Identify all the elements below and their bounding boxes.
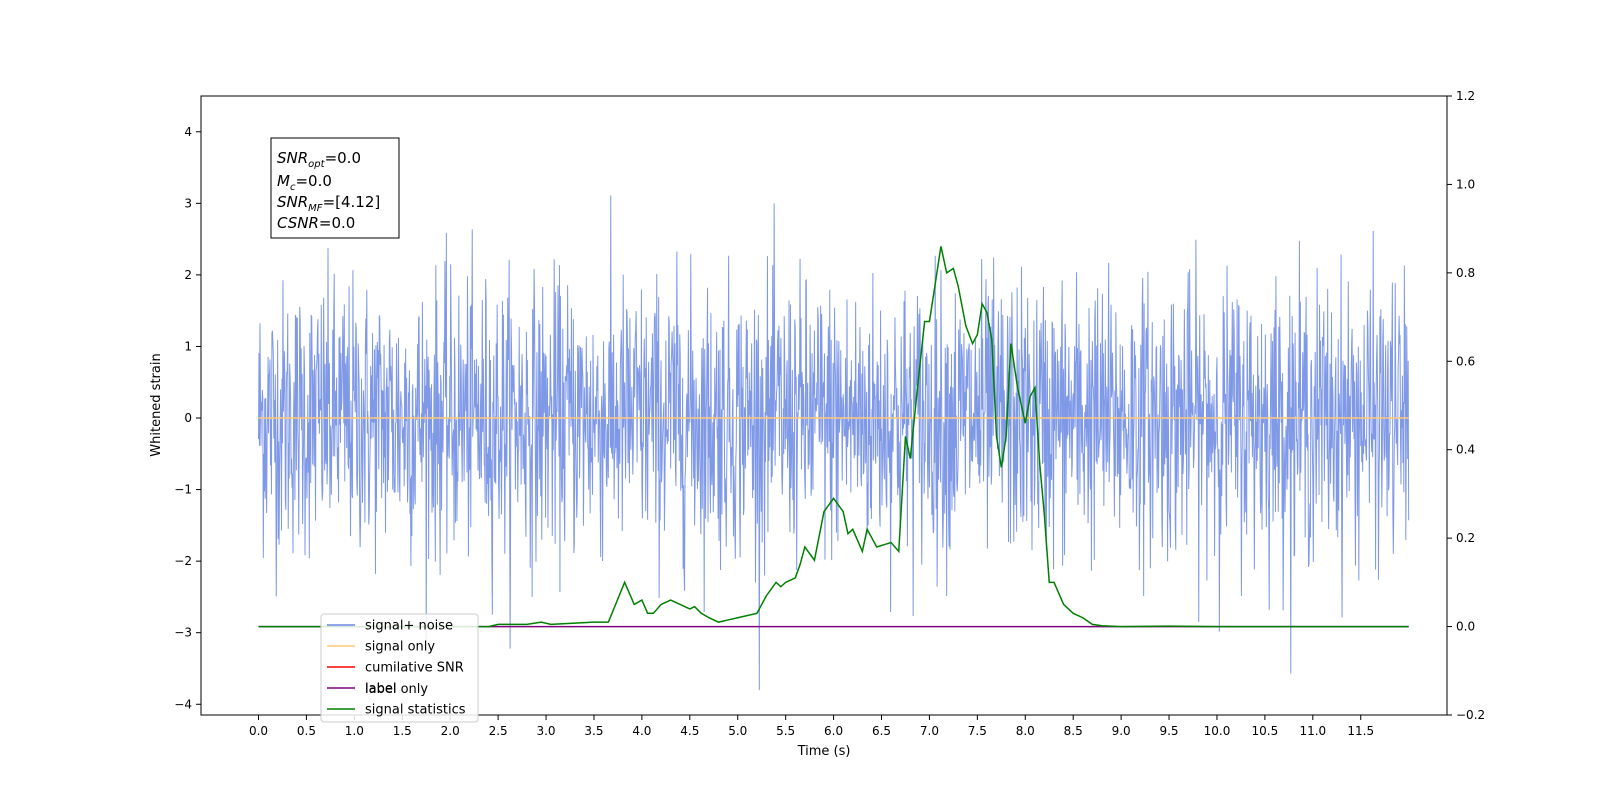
annotation-csnr: CSNR=0.0: [277, 214, 355, 232]
x-tick-label: 0.5: [297, 724, 316, 738]
y-tick-label: −3: [174, 626, 192, 640]
y-tick-label: 3: [184, 196, 192, 210]
y-axis-label: Whitened strain: [149, 353, 164, 456]
x-tick-label: 0.0: [249, 724, 268, 738]
annotation-snr-opt: SNRopt=0.0: [277, 149, 361, 170]
x-tick-label: 8.5: [1064, 724, 1083, 738]
x-tick-label: 3.0: [536, 724, 555, 738]
y-tick-label: −2: [174, 554, 192, 568]
y2-tick-label: 0.2: [1456, 531, 1475, 545]
y2-tick-label: 1.2: [1456, 89, 1475, 103]
x-tick-label: 3.5: [584, 724, 603, 738]
x-tick-label: 7.5: [968, 724, 987, 738]
series-signal-statistics-line: [258, 246, 1409, 628]
x-tick-label: 10.5: [1252, 724, 1279, 738]
annotation-snr-mf: SNRMF=[4.12]: [277, 193, 380, 214]
y-tick-label: 0: [184, 411, 192, 425]
x-tick-label: 1.0: [345, 724, 364, 738]
x-axis-label: Time (s): [797, 744, 851, 759]
legend-label: signal only: [365, 640, 435, 655]
x-tick-label: 5.5: [776, 724, 795, 738]
y2-tick-label: 0.4: [1456, 443, 1475, 457]
x-tick-label: 5.0: [728, 724, 747, 738]
x-tick-label: 10.0: [1204, 724, 1231, 738]
x-axis-ticks: 0.0 0.5 1.0 1.5 2.0 2.5 3.0 3.5 4.0 4.5 5.0 5.5 6.0 6…: [249, 715, 1374, 738]
y-tick-label: −1: [174, 483, 192, 497]
x-tick-label: 11.0: [1299, 724, 1326, 738]
x-tick-label: 2.5: [489, 724, 508, 738]
x-tick-label: 7.0: [920, 724, 939, 738]
x-tick-label: 8.0: [1016, 724, 1035, 738]
y-tick-label: 4: [184, 125, 192, 139]
x-tick-label: 4.0: [632, 724, 651, 738]
legend-label: label: [365, 682, 396, 697]
y2-tick-label: 0.8: [1456, 266, 1475, 280]
y-tick-label: −4: [174, 697, 192, 711]
legend-hidden-text: label only: [365, 682, 428, 697]
y2-tick-label: 0.0: [1456, 620, 1475, 634]
y-tick-label: 2: [184, 268, 192, 282]
x-tick-label: 2.0: [441, 724, 460, 738]
x-tick-label: 6.0: [824, 724, 843, 738]
x-tick-label: 6.5: [872, 724, 891, 738]
x-tick-label: 11.5: [1347, 724, 1374, 738]
legend-frame: [320, 613, 479, 723]
annotation-mc: Mc=0.0: [277, 172, 332, 193]
y2-tick-label: 1.0: [1456, 177, 1475, 191]
legend: label only signal+ noise signal only cumil…: [320, 613, 479, 723]
legend-label: signal+ noise: [365, 619, 453, 634]
annotation-box: SNRopt=0.0 Mc=0.0 SNRMF=[4.12] CSNR=0.0: [270, 137, 400, 239]
y-tick-label: 1: [184, 339, 192, 353]
annotation-frame: [270, 137, 400, 239]
y2-axis-ticks: 1.2 1.0 0.8 0.6 0.4 0.2 0.0 −0.2: [1447, 89, 1485, 722]
x-tick-label: 4.5: [680, 724, 699, 738]
legend-label: signal statistics: [365, 703, 466, 718]
y2-tick-label: −0.2: [1456, 708, 1485, 722]
x-tick-label: 9.5: [1159, 724, 1178, 738]
x-tick-label: 1.5: [393, 724, 412, 738]
plot-frame: [200, 95, 1448, 716]
legend-label: cumilative SNR: [365, 661, 464, 676]
y-axis-ticks: 4 3 2 1 0 −1 −2 −3 −4: [174, 125, 201, 711]
series-signal-noise-line: [258, 195, 1410, 690]
x-tick-label: 9.0: [1112, 724, 1131, 738]
plot-series-group: [258, 195, 1410, 690]
y2-tick-label: 0.6: [1456, 354, 1475, 368]
